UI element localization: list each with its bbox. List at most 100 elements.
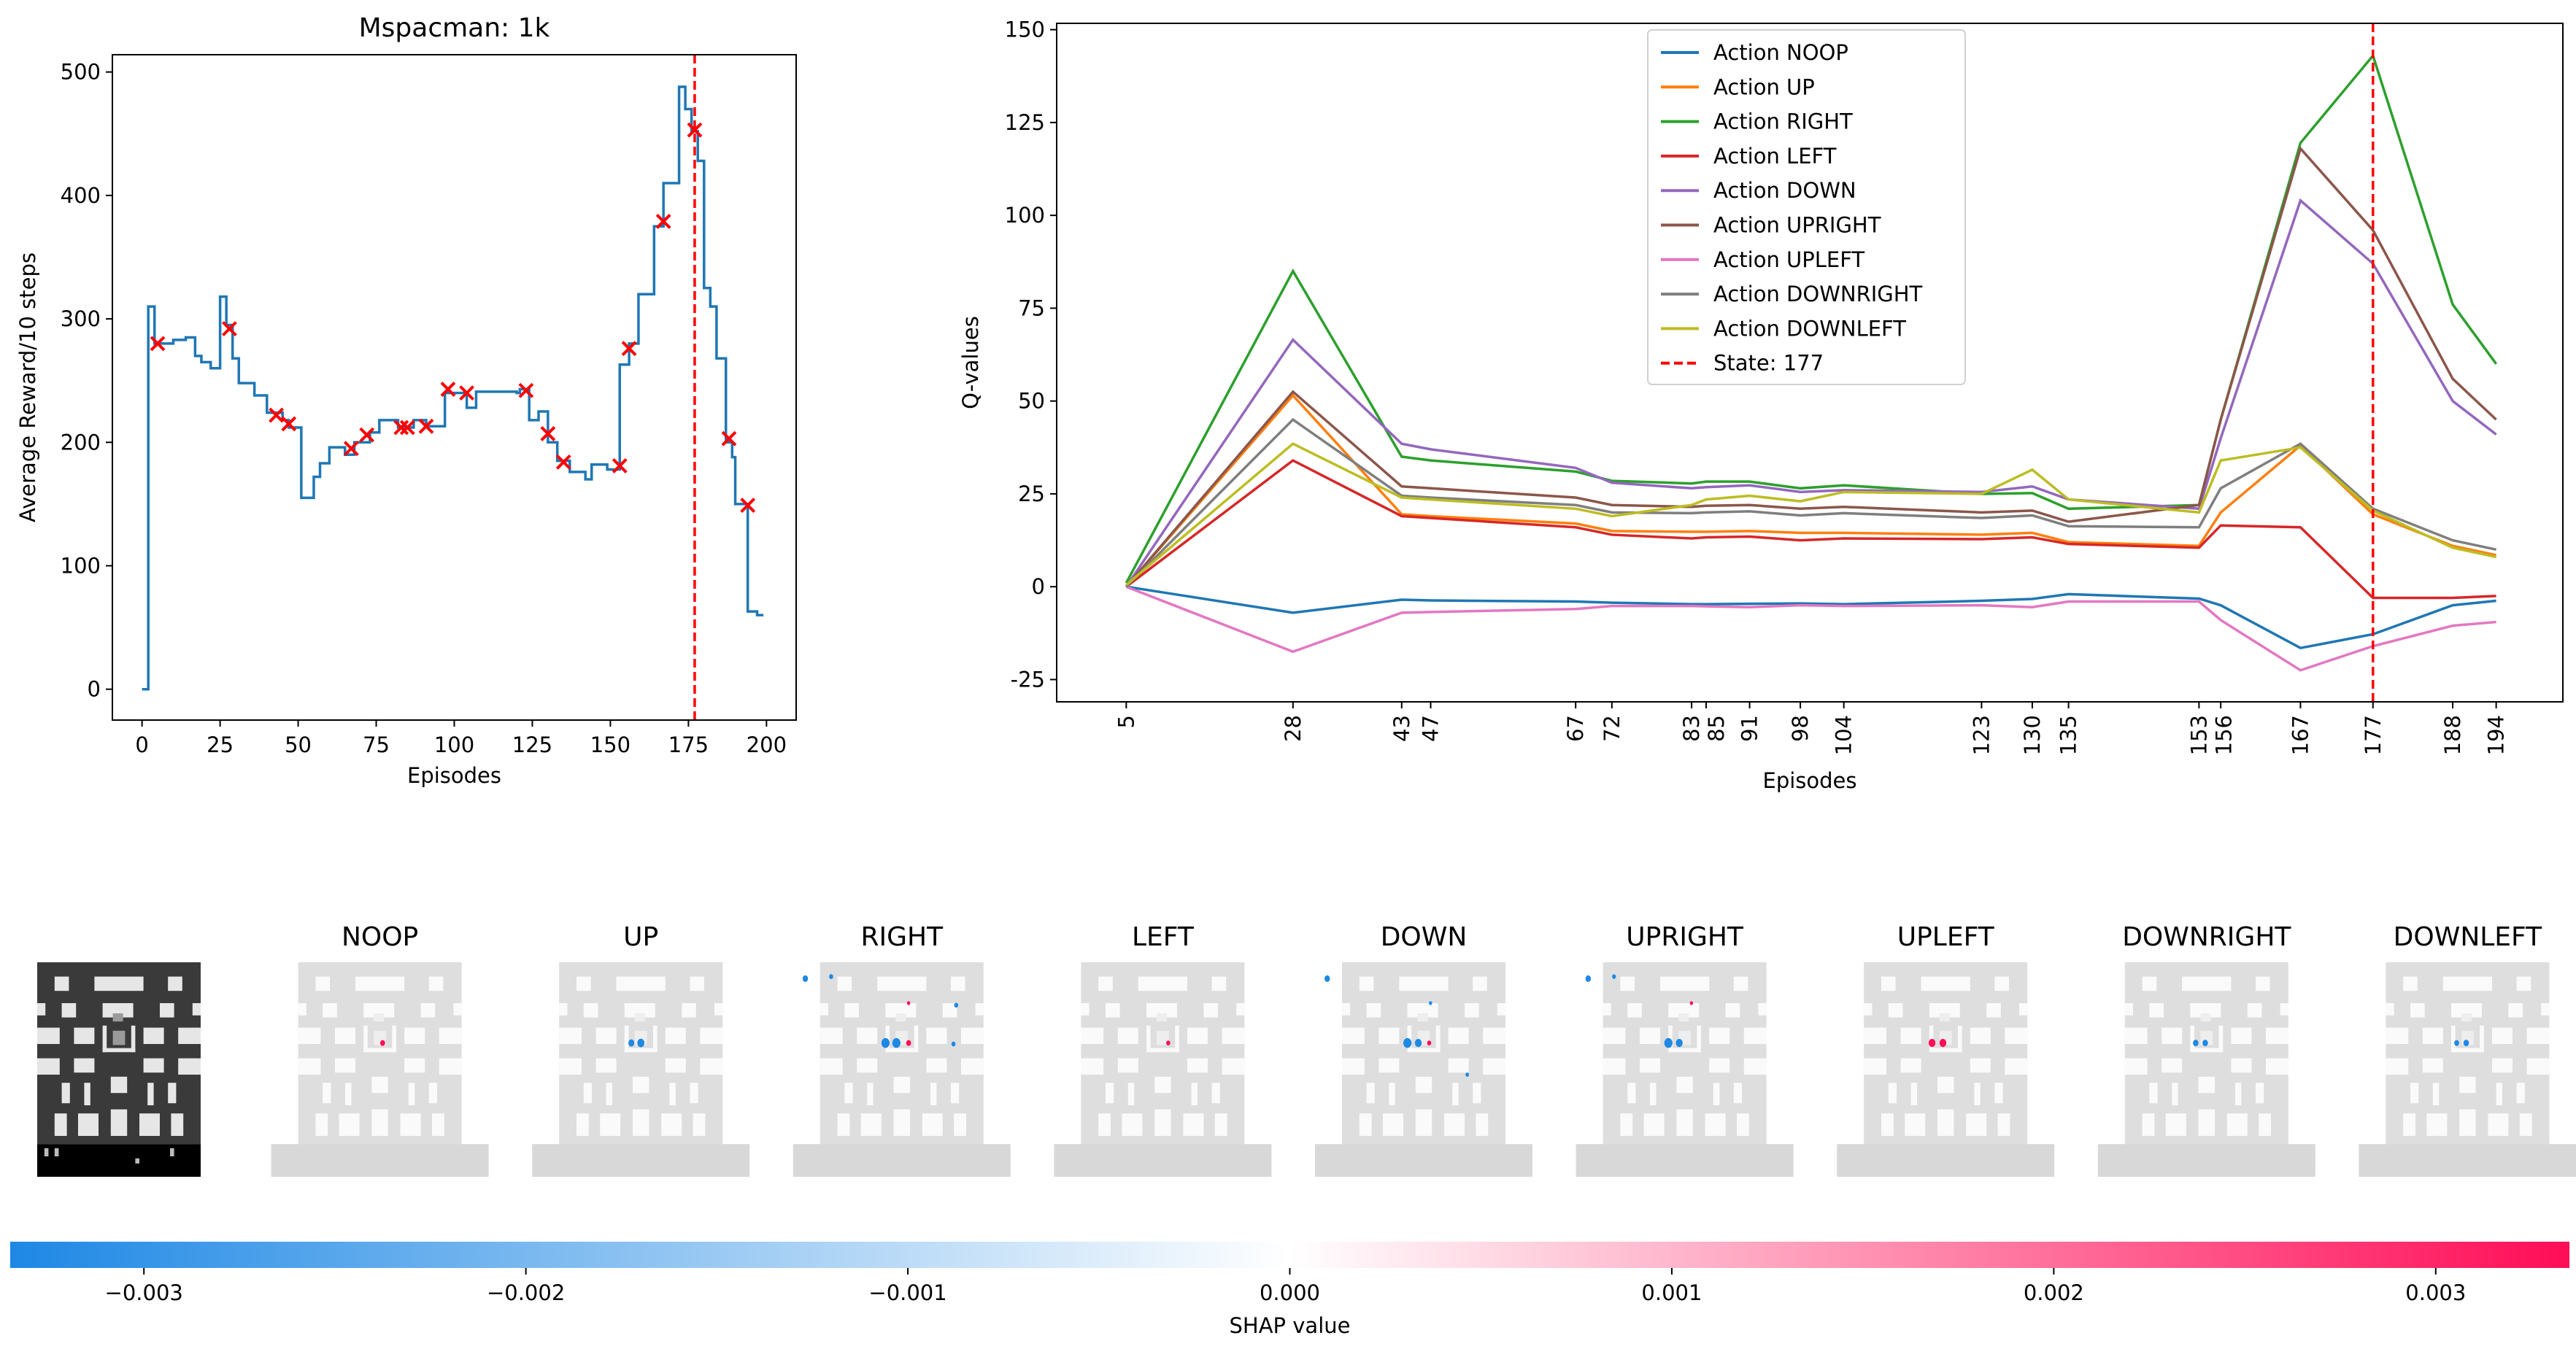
x-tick-label: 43 (1389, 715, 1414, 742)
state-marker (343, 441, 359, 457)
x-tick-label: 91 (1738, 715, 1762, 742)
x-tick-label: 194 (2484, 715, 2509, 755)
legend: Action NOOP Action UP Action RIGHT Action L… (1647, 29, 1966, 385)
legend-label: Action RIGHT (1713, 109, 1853, 134)
y-tick-label: 300 (61, 306, 101, 331)
legend-label: State: 177 (1713, 351, 1824, 376)
shap-panel: DOWNLEFT (2359, 922, 2576, 1177)
shap-attribution-dot (829, 974, 833, 979)
shap-attribution-dot (1675, 1039, 1683, 1048)
shap-attribution-dot (1324, 975, 1330, 982)
colorbar-tick-label: −0.003 (105, 1280, 183, 1305)
colorbar-tick-label: 0.000 (1260, 1280, 1320, 1305)
y-tick-label: 0 (88, 677, 101, 702)
x-tick-label: 72 (1600, 715, 1624, 742)
x-tick-label: 153 (2186, 715, 2211, 755)
y-tick-label: 150 (1005, 18, 1045, 42)
x-tick-label: 83 (1679, 715, 1704, 742)
y-tick-label: 125 (1005, 110, 1045, 135)
legend-label: Action DOWNLEFT (1713, 316, 1906, 341)
x-tick-label: 100 (434, 732, 474, 757)
x-tick-label: 150 (590, 732, 630, 757)
status-strip (271, 1144, 489, 1177)
x-tick-label: 104 (1832, 715, 1856, 755)
panel-title: LEFT (1132, 922, 1195, 952)
legend-label: Action UPRIGHT (1713, 213, 1881, 238)
y-tick-label: 400 (61, 183, 101, 208)
series-line-action-downleft (1125, 442, 2496, 586)
shap-attribution-dot (1166, 1040, 1171, 1045)
status-strip (1837, 1144, 2055, 1177)
colorbar-tick-label: −0.002 (487, 1280, 565, 1305)
legend-label: Action UPLEFT (1713, 247, 1864, 272)
series-line-action-up (1125, 393, 2496, 588)
shap-panel: RIGHT (793, 922, 1011, 1177)
panel-title: DOWNRIGHT (2122, 922, 2291, 952)
state-marker (621, 341, 637, 357)
x-axis-label: Episodes (407, 763, 501, 788)
y-tick-label: 200 (61, 430, 101, 455)
shap-colorbar: −0.003 −0.002 −0.001 0.000 0.001 0.002 0.003 SH… (10, 1242, 2569, 1338)
shap-panel: UPLEFT (1837, 922, 2055, 1177)
shap-attribution-dot (906, 1040, 911, 1046)
x-tick-label: 130 (2020, 715, 2045, 755)
shap-panel: LEFT (1054, 922, 1272, 1177)
y-tick-label: 75 (1018, 295, 1045, 320)
state-marker (459, 385, 475, 401)
shap-attribution-dot (1585, 975, 1592, 982)
colorbar-tick-label: 0.003 (2405, 1280, 2466, 1305)
series-line-action-left (1125, 459, 2496, 600)
panel-title: NOOP (342, 922, 418, 952)
colorbar-gradient (10, 1242, 2569, 1268)
series-line-action-noop (1126, 585, 2496, 650)
shap-attribution-dot (628, 1039, 635, 1047)
x-tick-label: 200 (747, 732, 787, 757)
shap-attribution-dot (1427, 1040, 1432, 1045)
panel-title: DOWNLEFT (2394, 922, 2542, 952)
x-tick-label: 85 (1704, 715, 1729, 742)
status-strip (2097, 1144, 2315, 1177)
x-tick-label: 98 (1788, 715, 1813, 742)
series-line-action-right (1125, 53, 2498, 584)
shap-attribution-dot (2202, 1040, 2208, 1047)
y-tick-label: 100 (1005, 203, 1045, 228)
shap-attribution-dot (2463, 1040, 2469, 1047)
y-tick-label: 500 (61, 60, 101, 85)
y-tick-label: 100 (61, 553, 101, 578)
shap-attribution-dot (1414, 1039, 1422, 1048)
shap-panel: UPRIGHT (1576, 922, 1794, 1177)
shap-attribution-dot (2193, 1040, 2199, 1047)
shap-panel: DOWNRIGHT (2097, 922, 2315, 1177)
shap-attribution-dot (2454, 1040, 2459, 1046)
series-line-action-upleft (1125, 585, 2496, 672)
x-tick-label: 5 (1114, 715, 1138, 728)
status-strip (793, 1144, 1011, 1177)
state-marker (740, 498, 756, 514)
shap-attribution-dot (637, 1038, 645, 1048)
status-strip (1576, 1144, 1794, 1177)
state-marker (359, 427, 375, 443)
x-tick-label: 177 (2361, 715, 2386, 755)
shap-attribution-dot (1928, 1039, 1936, 1048)
shap-panel: NOOP (271, 922, 489, 1177)
state-marker (399, 419, 415, 436)
legend-label: Action DOWNRIGHT (1713, 282, 1923, 306)
state-marker (269, 407, 285, 423)
state-marker (612, 458, 628, 473)
state-marker (281, 416, 297, 432)
state-marker (518, 382, 534, 398)
status-strip (1315, 1144, 1532, 1177)
shap-attribution-dot (906, 1001, 911, 1005)
x-tick-label: 50 (285, 732, 312, 757)
state-marker (687, 122, 703, 138)
x-tick-label: 28 (1281, 715, 1306, 742)
state-marker (540, 426, 556, 441)
legend-label: Action NOOP (1713, 40, 1848, 65)
shap-attribution-dot (1939, 1039, 1947, 1048)
x-tick-label: 75 (363, 732, 390, 757)
axes-frame (112, 54, 797, 721)
colorbar-label: SHAP value (1230, 1313, 1351, 1338)
y-tick-label: 0 (1032, 574, 1045, 599)
panel-title: UPRIGHT (1626, 922, 1744, 952)
series-line-action-downright (1125, 417, 2496, 588)
